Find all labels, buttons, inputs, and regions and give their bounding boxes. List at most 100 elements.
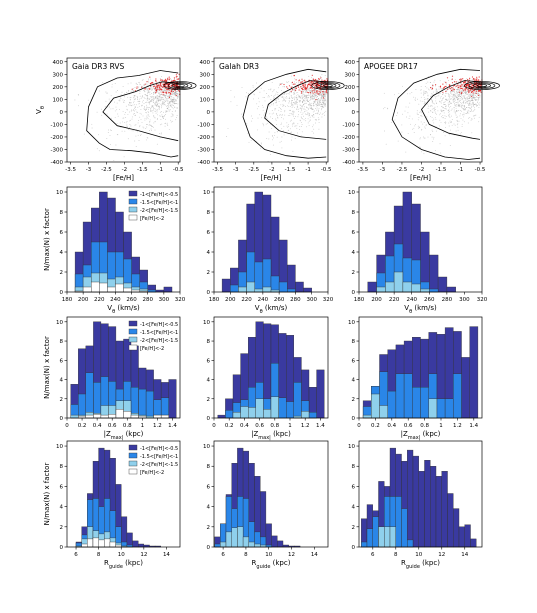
scatter-point [289, 91, 291, 93]
scatter-point [258, 101, 260, 103]
scatter-point [308, 87, 310, 89]
scatter-point [317, 103, 319, 105]
scatter-point [290, 95, 292, 97]
scatter-point [74, 99, 76, 101]
scatter-point [449, 113, 451, 115]
scatter-point [105, 91, 107, 93]
scatter-point [293, 111, 295, 113]
scatter-point [143, 89, 145, 91]
scatter-point [455, 95, 457, 97]
scatter-point [431, 102, 433, 104]
scatter-point [298, 111, 299, 113]
scatter-point [266, 138, 268, 140]
dense-point [174, 80, 176, 82]
dense-point [161, 88, 163, 90]
scatter-point [417, 98, 418, 100]
scatter-point [325, 99, 327, 101]
scatter-point [322, 105, 324, 107]
scatter-point [407, 132, 409, 134]
scatter-point [151, 88, 153, 90]
scatter-point [456, 110, 457, 112]
scatter-point [309, 98, 311, 100]
scatter-point [472, 103, 474, 105]
scatter-point [457, 97, 459, 99]
y-tick-label: 8 [352, 210, 356, 216]
scatter-point [133, 113, 135, 115]
scatter-point [321, 96, 323, 98]
scatter-point [257, 117, 259, 119]
scatter-point [303, 94, 305, 96]
dense-point [462, 84, 464, 86]
scatter-point [282, 103, 284, 105]
scatter-point [416, 110, 418, 112]
legend-swatch [128, 468, 138, 475]
scatter-point [158, 105, 160, 107]
scatter-point [474, 114, 476, 116]
dense-point [167, 86, 169, 89]
scatter-point [305, 89, 307, 91]
scatter-point [258, 106, 260, 107]
dense-point [294, 89, 297, 91]
y-tick-label: 4 [207, 250, 211, 256]
scatter-point [323, 100, 325, 102]
panel-r3c0: -1<[Fe/H]<-0.5-1.5<[Fe/H]<-1-2<[Fe/H]<-1… [43, 440, 181, 570]
scatter-point [462, 108, 464, 110]
scatter-point [438, 95, 440, 97]
scatter-point [285, 99, 287, 101]
scatter-point [428, 111, 430, 113]
scatter-point [291, 92, 292, 93]
scatter-point [171, 107, 173, 109]
scatter-point [473, 103, 474, 104]
scatter-point [296, 95, 297, 97]
scatter-point [318, 128, 320, 130]
scatter-point [314, 92, 316, 94]
scatter-point [173, 103, 175, 105]
scatter-point [450, 129, 451, 131]
scatter-point [108, 106, 110, 108]
scatter-point [457, 88, 459, 90]
scatter-point [263, 114, 265, 116]
bar [70, 414, 79, 419]
scatter-point [126, 108, 128, 110]
scatter-point [474, 97, 476, 98]
scatter-point [134, 106, 136, 108]
x-tick-label: -3.5 [212, 167, 223, 173]
scatter-point [293, 81, 295, 83]
scatter-point [455, 86, 457, 88]
bar [220, 541, 227, 548]
scatter-point [171, 96, 173, 98]
scatter-point [283, 96, 285, 98]
scatter-point [423, 153, 425, 155]
scatter-point [430, 96, 431, 97]
dense-point [162, 91, 164, 93]
y-tick-label: 4 [352, 505, 356, 511]
scatter-point [451, 121, 452, 123]
bar [376, 286, 386, 293]
scatter-point [319, 104, 321, 105]
scatter-point [254, 94, 256, 96]
scatter-point [443, 132, 445, 133]
scatter-point [172, 115, 174, 117]
y-tick-label: 6 [207, 484, 211, 490]
y-tick-label: 100 [200, 97, 211, 103]
scatter-point [436, 91, 438, 93]
dense-point [165, 87, 167, 90]
scatter-point [423, 94, 425, 96]
scatter-point [274, 108, 276, 110]
scatter-point [315, 96, 317, 98]
scatter-point [161, 104, 163, 106]
scatter-point [281, 147, 283, 149]
bar [424, 460, 431, 548]
scatter-point [124, 112, 126, 114]
y-tick-label: 4 [352, 250, 356, 256]
scatter-point [291, 136, 293, 138]
scatter-point [324, 114, 326, 116]
scatter-point [137, 122, 139, 124]
scatter-point [316, 100, 318, 102]
scatter-point [300, 111, 302, 113]
scatter-point [165, 114, 167, 115]
scatter-point [173, 97, 175, 99]
scatter-point [133, 90, 135, 92]
scatter-point [230, 90, 232, 92]
